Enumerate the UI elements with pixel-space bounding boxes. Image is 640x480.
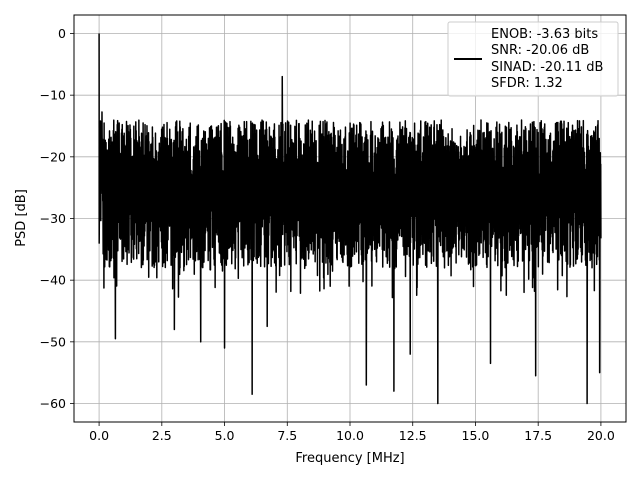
x-tick-label: 0.0 [89,428,109,443]
x-tick-label: 15.0 [462,428,490,443]
x-tick-label: 5.0 [215,428,235,443]
y-tick-label: −50 [40,334,66,349]
y-tick-label: −30 [40,211,66,226]
x-axis-ticks: 0.0 2.5 5.0 7.5 10.0 12.5 15.0 17.5 20.0 [89,422,615,443]
legend-enob: ENOB: -3.63 bits [491,27,598,42]
legend-sfdr: SFDR: 1.32 [491,76,563,91]
y-tick-label: 0 [58,26,66,41]
x-tick-label: 10.0 [336,428,364,443]
y-axis-label: PSD [dB] [14,189,29,247]
y-tick-label: −60 [40,396,66,411]
plot-area [98,33,602,405]
legend: ENOB: -3.63 bits SNR: -20.06 dB SINAD: -… [447,21,619,97]
y-tick-label: −20 [40,149,66,164]
y-axis-ticks: 0 −10 −20 −30 −40 −50 −60 [40,26,74,411]
psd-series-line [98,33,602,405]
legend-box [447,21,619,97]
legend-snr: SNR: -20.06 dB [491,43,589,58]
x-tick-label: 2.5 [152,428,172,443]
x-tick-label: 7.5 [277,428,297,443]
x-tick-label: 20.0 [587,428,615,443]
y-tick-label: −40 [40,273,66,288]
x-tick-label: 17.5 [524,428,552,443]
x-tick-label: 12.5 [399,428,427,443]
legend-sinad: SINAD: -20.11 dB [491,60,603,75]
y-tick-label: −10 [40,88,66,103]
x-axis-label: Frequency [MHz] [295,451,404,466]
